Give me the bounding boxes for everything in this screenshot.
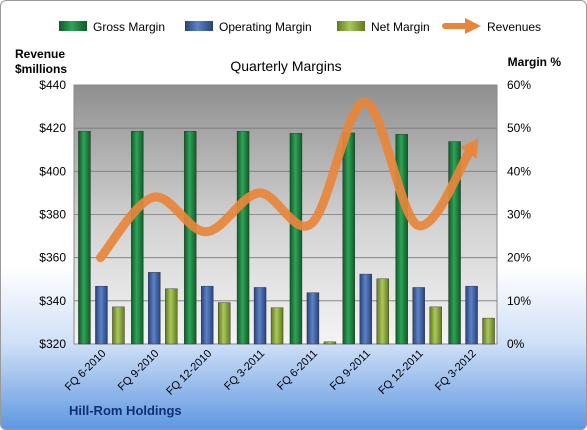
- left-tick-label: $360: [39, 251, 66, 265]
- company-name: Hill-Rom Holdings: [69, 403, 182, 418]
- gridlines: [74, 127, 497, 302]
- gross-margin-bar: [183, 130, 197, 345]
- legend-item-net-margin: Net Margin: [337, 20, 430, 34]
- legend-label-gross-margin: Gross Margin: [93, 20, 165, 34]
- left-tick-label: $440: [39, 78, 66, 92]
- operating-margin-bar: [95, 285, 108, 345]
- left-tick-label: $420: [39, 121, 66, 135]
- category-labels: FQ 6-2010 FQ 9-2010 FQ 12-2010 FQ 3-2011 FQ …: [63, 348, 479, 398]
- right-tick-label: 30%: [507, 208, 531, 222]
- legend-item-gross-margin: Gross Margin: [59, 20, 165, 34]
- gross-margin-bar: [342, 132, 356, 345]
- category-label: FQ 12-2011: [376, 348, 425, 397]
- gross-margin-bar: [236, 130, 250, 345]
- left-tick-label: $380: [39, 208, 66, 222]
- left-axis-title-line2: $millions: [15, 62, 67, 76]
- legend-swatch-operating-margin: [185, 21, 213, 31]
- gross-margin-bar: [289, 133, 303, 345]
- category-label: FQ 6-2010: [63, 348, 109, 394]
- operating-margin-bar: [412, 287, 425, 345]
- left-tick-label: $400: [39, 164, 66, 178]
- right-axis-ticks: 0% 10% 20% 30% 40% 50% 60%: [507, 78, 531, 351]
- operating-margin-bar: [148, 272, 161, 345]
- legend-label-operating-margin: Operating Margin: [219, 20, 312, 34]
- category-label: FQ 3-2012: [433, 348, 479, 394]
- operating-margin-bar: [306, 292, 320, 345]
- net-margin-bar: [323, 341, 337, 345]
- left-axis-title-line1: Revenue: [15, 47, 65, 61]
- legend-arrow-revenues: [465, 18, 481, 34]
- category-label: FQ 12-2010: [164, 348, 214, 398]
- left-tick-label: $320: [39, 337, 66, 351]
- operating-margin-bar: [359, 273, 373, 345]
- legend-label-revenues: Revenues: [487, 20, 541, 34]
- legend: Gross Margin Operating Margin Net Margin…: [59, 18, 541, 34]
- operating-margin-bar: [465, 285, 478, 345]
- net-margin-bar: [165, 288, 178, 345]
- revenue-line-group: [95, 97, 479, 263]
- right-tick-label: 20%: [507, 251, 531, 265]
- right-tick-label: 0%: [507, 337, 525, 351]
- net-margin-bar: [376, 278, 390, 345]
- operating-margin-bar: [253, 287, 267, 345]
- right-axis-title: Margin %: [508, 55, 562, 69]
- category-label: FQ 6-2011: [275, 348, 320, 393]
- left-tick-label: $340: [39, 294, 66, 308]
- net-margin-bar: [429, 306, 442, 345]
- net-margin-bar: [270, 307, 284, 345]
- gross-margin-bar: [78, 130, 91, 345]
- right-tick-label: 60%: [507, 78, 531, 92]
- right-tick-label: 10%: [507, 294, 531, 308]
- revenue-arrow-head: [460, 138, 479, 159]
- operating-margin-bar: [200, 285, 214, 345]
- legend-swatch-gross-margin: [59, 21, 87, 31]
- legend-item-operating-margin: Operating Margin: [185, 20, 312, 34]
- net-margin-bar: [482, 317, 495, 345]
- chart-title: Quarterly Margins: [230, 58, 341, 74]
- gross-margin-bar: [131, 130, 144, 345]
- left-axis-ticks: $320 $340 $360 $380 $400 $420 $440: [39, 78, 66, 351]
- legend-label-net-margin: Net Margin: [371, 20, 430, 34]
- legend-item-revenues: Revenues: [442, 18, 541, 34]
- category-label: FQ 3-2011: [222, 348, 267, 393]
- category-label: FQ 9-2010: [116, 348, 162, 394]
- gross-margin-bar: [395, 134, 408, 345]
- legend-swatch-net-margin: [337, 21, 365, 31]
- net-margin-bar: [112, 306, 125, 345]
- revenue-line: [95, 97, 476, 263]
- right-tick-label: 40%: [507, 164, 531, 178]
- bars: [78, 130, 495, 345]
- right-tick-label: 50%: [507, 121, 531, 135]
- category-label: FQ 9-2011: [328, 348, 373, 393]
- net-margin-bar: [217, 302, 231, 345]
